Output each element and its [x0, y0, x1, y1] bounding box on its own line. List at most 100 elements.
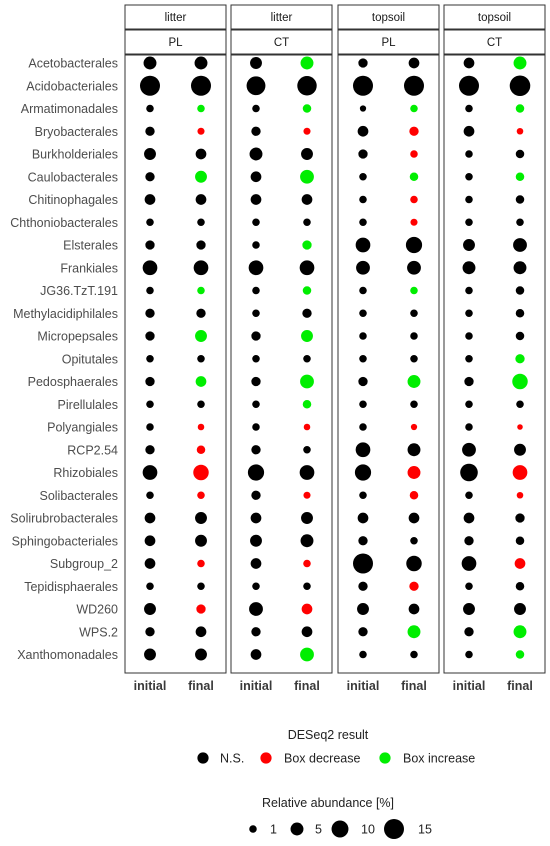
x-tick-label: initial	[240, 679, 273, 693]
point-initial	[359, 423, 367, 431]
point-final	[301, 330, 313, 342]
y-tick-label: RCP2.54	[67, 443, 118, 457]
point-final	[516, 400, 524, 409]
facet-strips: litter PL litter CT topsoil PL topsoil CT	[124, 4, 546, 55]
y-tick-label: Acidobacteriales	[26, 79, 118, 93]
point-final	[514, 603, 526, 615]
point-final	[512, 373, 528, 390]
y-tick-label: Frankiales	[60, 261, 118, 275]
point-final	[300, 534, 314, 548]
point-final	[301, 626, 313, 638]
color-legend-label: N.S.	[220, 752, 244, 766]
point-initial	[359, 309, 367, 318]
point-initial	[144, 558, 156, 569]
point-initial	[463, 125, 475, 137]
point-final	[515, 513, 525, 523]
point-initial	[357, 512, 369, 524]
point-final	[193, 260, 209, 276]
point-final	[513, 261, 527, 275]
point-final	[513, 56, 527, 70]
x-axis-tick-labels: initial final initial final initial final init…	[134, 679, 533, 693]
point-initial	[247, 464, 265, 481]
point-final	[410, 150, 418, 158]
point-final	[410, 536, 418, 545]
point-final	[303, 354, 311, 363]
point-initial	[464, 627, 474, 637]
point-final	[410, 218, 418, 226]
point-final	[301, 512, 313, 524]
y-tick-label: Polyangiales	[47, 421, 118, 435]
point-initial	[146, 491, 154, 500]
point-initial	[459, 75, 479, 96]
y-tick-label: Elsterales	[63, 239, 118, 253]
y-tick-label: Pirellulales	[58, 398, 118, 412]
point-initial	[354, 464, 372, 481]
point-initial	[359, 286, 367, 295]
color-legend-key	[260, 752, 272, 764]
point-final	[515, 536, 525, 546]
x-tick-label: final	[188, 679, 214, 693]
point-initial	[252, 582, 260, 591]
point-final	[409, 581, 419, 591]
point-final	[194, 56, 208, 70]
point-final	[515, 172, 525, 182]
point-initial	[359, 650, 367, 659]
point-initial	[353, 75, 373, 96]
point-initial	[465, 309, 473, 318]
point-final	[302, 286, 312, 295]
x-tick-label: initial	[134, 679, 167, 693]
point-initial	[144, 194, 156, 205]
color-legend-title: DESeq2 result	[288, 728, 369, 742]
point-initial	[249, 147, 263, 161]
strip-label-layer: litter	[271, 12, 293, 24]
point-final	[196, 445, 206, 455]
color-legend-key	[197, 752, 209, 764]
point-initial	[251, 490, 261, 500]
panel-frame	[337, 54, 440, 674]
x-tick-label: initial	[453, 679, 486, 693]
y-tick-label: Armatimonadales	[21, 102, 118, 116]
point-initial	[250, 171, 262, 183]
x-tick-label: final	[401, 679, 427, 693]
size-legend-key	[384, 819, 404, 839]
point-final	[409, 126, 419, 136]
point-final	[301, 603, 313, 615]
point-initial	[355, 237, 371, 253]
point-final	[303, 491, 311, 499]
point-final	[512, 465, 528, 480]
point-final	[195, 626, 207, 638]
point-initial	[252, 354, 260, 363]
point-initial	[252, 309, 260, 318]
strip-label-layer: topsoil	[372, 12, 405, 24]
y-axis-tick-labels: Acetobacterales Acidobacteriales Armatimon…	[10, 57, 118, 663]
panel-frame	[230, 54, 333, 674]
point-initial	[359, 195, 367, 204]
y-tick-label: Subgroup_2	[50, 557, 118, 571]
point-initial	[250, 194, 262, 205]
strip-label-management: PL	[168, 37, 183, 49]
strip-label-management: PL	[381, 37, 396, 49]
point-initial	[356, 260, 370, 275]
point-initial	[464, 536, 474, 546]
point-initial	[463, 512, 475, 524]
point-final	[197, 218, 205, 227]
point-final	[195, 648, 207, 661]
point-initial	[250, 534, 262, 547]
point-initial	[146, 286, 154, 295]
y-tick-label: Methylacidiphilales	[13, 307, 118, 321]
point-final	[195, 170, 207, 183]
x-tick-label: initial	[347, 679, 380, 693]
point-initial	[355, 442, 371, 458]
point-initial	[146, 354, 154, 363]
point-initial	[359, 491, 367, 500]
y-tick-label: Chitinophagales	[28, 193, 118, 207]
point-final	[197, 559, 205, 568]
size-legend: Relative abundance [%] 1 5 10 15	[249, 796, 432, 839]
point-initial	[143, 56, 157, 70]
point-final	[301, 148, 313, 160]
point-initial	[250, 649, 262, 660]
point-final	[191, 75, 211, 96]
point-initial	[465, 218, 473, 227]
point-initial	[145, 126, 155, 136]
